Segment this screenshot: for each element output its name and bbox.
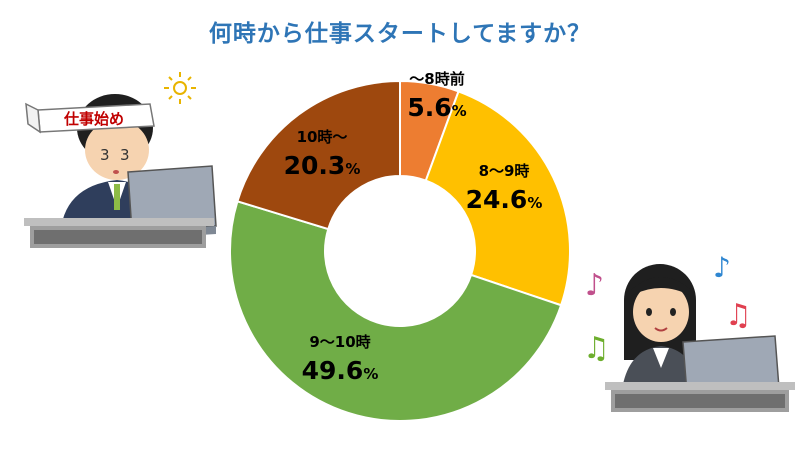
music-note-icon: ♪ ♪ ♫ ♫: [583, 251, 752, 366]
man-working-illustration: 仕事始め 3 3: [24, 72, 217, 248]
svg-text:♫: ♫: [725, 298, 752, 333]
slice-8-to-9: [424, 90, 571, 307]
slice-label-9-to-10: 9〜10時: [309, 333, 370, 351]
slices: [229, 79, 571, 422]
slice-label-after-10: 10時〜: [297, 128, 348, 146]
slice-value-after-10: 20.3%: [284, 151, 361, 180]
svg-text:3: 3: [120, 146, 130, 164]
sparkle-icon: [164, 72, 196, 104]
slice-value-before-8: 5.6%: [407, 93, 466, 122]
svg-text:♪: ♪: [713, 251, 731, 284]
svg-text:3: 3: [100, 146, 110, 164]
chart-title: 何時から仕事スタートしてますか？: [208, 21, 592, 47]
woman-working-illustration: ♪ ♪ ♫ ♫: [583, 251, 795, 412]
slice-9-to-10: [229, 200, 563, 422]
slice-label-before-8: 〜8時前: [409, 70, 464, 88]
svg-text:♪: ♪: [585, 268, 604, 303]
slice-labels: 〜8時前 5.6% 8〜9時 24.6% 9〜10時 49.6% 10時〜 20.3%: [284, 70, 543, 385]
slice-label-8-to-9: 8〜9時: [479, 162, 530, 180]
slice-value-9-to-10: 49.6%: [302, 356, 379, 385]
slice-after-10: [236, 79, 401, 231]
slice-value-8-to-9: 24.6%: [466, 185, 543, 214]
headband-text: 仕事始め: [63, 110, 124, 128]
svg-text:♫: ♫: [583, 331, 610, 366]
